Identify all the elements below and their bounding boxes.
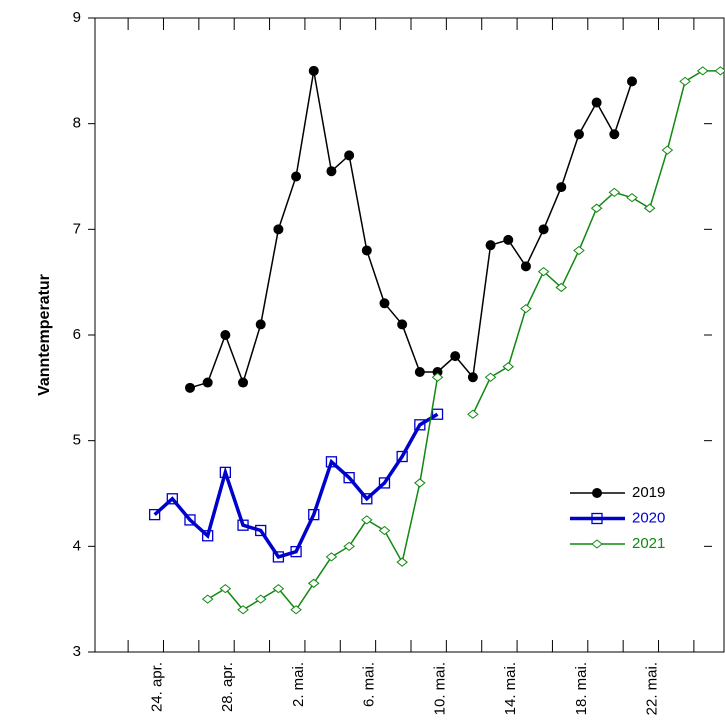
x-tick-label: 6. mai. — [361, 662, 378, 707]
point — [325, 456, 338, 468]
point — [184, 514, 196, 526]
point — [555, 282, 568, 293]
point — [696, 66, 709, 76]
point — [238, 377, 249, 388]
point — [307, 578, 320, 588]
y-tick-label: 4 — [73, 537, 81, 554]
point — [237, 519, 249, 531]
point — [467, 409, 479, 419]
point — [396, 557, 408, 567]
point — [378, 525, 391, 536]
point — [202, 377, 213, 388]
point — [450, 351, 461, 362]
point — [590, 203, 603, 213]
point — [661, 145, 674, 155]
legend-label: 2021 — [632, 535, 665, 552]
x-tick-label: 28. apr. — [219, 662, 236, 712]
point — [591, 512, 603, 525]
point — [272, 583, 285, 594]
x-tick-label: 14. mai. — [502, 662, 519, 715]
point — [592, 488, 602, 498]
point — [255, 319, 266, 330]
point — [326, 166, 337, 177]
point — [378, 477, 391, 489]
x-tick-label: 18. mai. — [573, 662, 590, 715]
point — [608, 187, 621, 197]
point — [343, 471, 355, 484]
point — [484, 372, 497, 382]
x-tick-label: 10. mai. — [431, 662, 448, 715]
point — [397, 319, 408, 330]
point — [520, 303, 532, 314]
point — [308, 65, 319, 76]
point — [396, 450, 408, 463]
point — [166, 493, 178, 505]
point — [679, 76, 691, 87]
point — [219, 466, 232, 479]
point — [714, 66, 725, 76]
point — [432, 366, 443, 377]
point — [254, 594, 267, 604]
point — [219, 583, 232, 594]
point — [414, 419, 426, 431]
point — [255, 524, 267, 537]
y-tick-label: 9 — [73, 9, 81, 26]
point — [325, 552, 338, 562]
x-tick-label: 2. mai. — [290, 662, 307, 707]
legend-label: 2019 — [632, 484, 665, 501]
point — [202, 530, 214, 542]
legend-label: 2020 — [632, 509, 665, 526]
point — [291, 171, 302, 182]
point — [537, 266, 550, 277]
point — [538, 224, 549, 235]
series-line — [207, 70, 721, 611]
x-tick-label: 24. apr. — [148, 662, 165, 712]
point — [290, 545, 302, 558]
point — [591, 539, 603, 549]
point — [237, 605, 249, 615]
y-axis-label: Vanntemperatur — [36, 274, 53, 396]
point — [361, 493, 373, 505]
point — [626, 192, 638, 203]
y-tick-label: 6 — [73, 326, 81, 343]
x-tick-label: 22. mai. — [643, 662, 660, 715]
point — [609, 129, 620, 140]
point — [556, 182, 567, 193]
point — [573, 129, 584, 140]
point — [308, 508, 320, 521]
y-tick-label: 5 — [73, 432, 81, 449]
point — [343, 541, 355, 551]
point — [220, 330, 231, 340]
point — [643, 203, 656, 213]
plot-frame — [94, 17, 725, 653]
point — [344, 150, 355, 161]
point — [201, 594, 214, 604]
point — [502, 362, 515, 372]
point — [431, 372, 444, 382]
series-line — [189, 70, 633, 389]
point — [185, 382, 195, 393]
y-tick-label: 7 — [73, 220, 81, 237]
point — [591, 97, 602, 108]
point — [360, 515, 373, 525]
point — [573, 245, 585, 256]
series-line — [153, 412, 439, 559]
point — [503, 234, 514, 245]
point — [272, 551, 285, 563]
point — [431, 408, 444, 420]
point — [520, 261, 531, 272]
point — [361, 245, 372, 256]
point — [485, 240, 496, 251]
point — [627, 76, 637, 87]
point — [414, 366, 425, 377]
point — [379, 298, 390, 309]
point — [414, 478, 426, 488]
y-tick-label: 8 — [73, 115, 81, 132]
point — [467, 372, 478, 383]
y-tick-label: 3 — [73, 643, 81, 660]
point — [148, 508, 161, 521]
point — [290, 605, 302, 615]
point — [273, 224, 284, 235]
